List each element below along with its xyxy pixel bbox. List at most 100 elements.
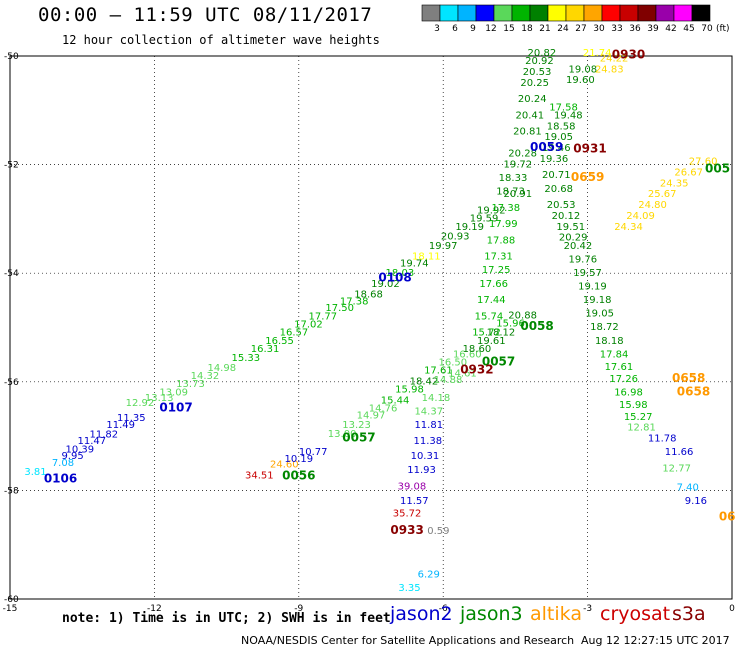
pass-label: 005 bbox=[705, 162, 730, 176]
swh-point: 11.49 bbox=[106, 420, 135, 431]
pass-label: 0658 bbox=[672, 371, 705, 385]
legend-tick-label: 39 bbox=[647, 24, 659, 34]
swh-point: 19.59 bbox=[470, 214, 499, 225]
legend-tick-label: 33 bbox=[611, 24, 622, 34]
swh-point: 20.41 bbox=[516, 110, 545, 121]
pass-label: 0930 bbox=[612, 48, 645, 62]
swh-point: 18.72 bbox=[590, 322, 619, 333]
axis-ticks: -15 -12 -9 -6 -3 0 -50 -52 -54 -56 -58 -60 bbox=[3, 52, 735, 614]
swh-point: 19.46 bbox=[542, 143, 571, 154]
swh-point: 15.98 bbox=[619, 400, 648, 411]
swh-point: 19.72 bbox=[503, 159, 532, 170]
chart-title: 00:00 – 11:59 UTC 08/11/2017 bbox=[38, 4, 373, 26]
swh-point: 39.08 bbox=[398, 481, 427, 492]
legend-tick-label: 21 bbox=[539, 24, 550, 34]
swh-point: 16.31 bbox=[251, 344, 280, 355]
legend-tick-label: 18 bbox=[521, 24, 533, 34]
swh-point: 17.66 bbox=[479, 279, 508, 290]
note-text: note: 1) Time is in UTC; 2) SWH is in fe… bbox=[62, 611, 391, 626]
swh-point: 6.29 bbox=[418, 569, 440, 580]
pass-label: 0933 bbox=[390, 523, 423, 537]
swh-point: 10.39 bbox=[65, 444, 94, 455]
swh-point: 11.66 bbox=[665, 447, 694, 458]
swh-point: 14.97 bbox=[357, 411, 386, 422]
legend-swatch bbox=[601, 4, 621, 22]
swh-point: 14.76 bbox=[369, 404, 398, 415]
swh-point: 24.83 bbox=[595, 64, 624, 75]
legend-swatch bbox=[673, 4, 693, 22]
legend-swatch bbox=[439, 4, 459, 22]
swh-point: 10.19 bbox=[284, 454, 313, 465]
swh-point: 20.28 bbox=[508, 148, 537, 159]
swh-point: 24.09 bbox=[626, 211, 655, 222]
swh-point: 9.95 bbox=[61, 451, 83, 462]
y-tick-label: -56 bbox=[4, 378, 19, 388]
swh-point: 20.81 bbox=[513, 127, 542, 138]
swh-point: 12.77 bbox=[662, 463, 691, 474]
pass-label: 0108 bbox=[378, 270, 411, 284]
swh-point: 19.05 bbox=[544, 132, 573, 143]
swh-point: 19.74 bbox=[400, 259, 429, 270]
legend-jason2: jason2 bbox=[390, 603, 453, 625]
swh-point: 18.60 bbox=[463, 344, 492, 355]
legend-tick-label: 12 bbox=[485, 24, 496, 34]
swh-point: 18.33 bbox=[499, 173, 528, 184]
legend-swatch bbox=[421, 4, 441, 22]
pass-label: 06 bbox=[719, 509, 736, 523]
pass-label: 0057 bbox=[482, 355, 515, 369]
pass-labels: 0106 0107 0108 0056 0057 0057 0058 0059 005 0932 0… bbox=[44, 48, 736, 537]
legend-swatch bbox=[583, 4, 603, 22]
plot-frame bbox=[9, 55, 733, 600]
chart-subtitle: 12 hour collection of altimeter wave hei… bbox=[62, 33, 380, 47]
swh-point: 19.97 bbox=[429, 241, 458, 252]
swh-point: 11.47 bbox=[78, 436, 107, 447]
swh-point: 34.51 bbox=[245, 470, 274, 481]
swh-point: 13.09 bbox=[159, 387, 188, 398]
plot-border bbox=[9, 55, 733, 600]
swh-point: 15.33 bbox=[232, 353, 261, 364]
legend-tick-label: 36 bbox=[629, 24, 641, 34]
footer-credit: NOAA/NESDIS Center for Satellite Applica… bbox=[241, 634, 575, 647]
swh-point: 20.53 bbox=[547, 200, 576, 211]
swh-point: 35.72 bbox=[393, 508, 422, 519]
pass-label: 0931 bbox=[573, 142, 606, 156]
swh-point: 19.36 bbox=[540, 154, 569, 165]
swh-point: 19.60 bbox=[566, 75, 595, 86]
swh-point: 20.93 bbox=[441, 232, 470, 243]
swh-point: 17.25 bbox=[482, 265, 511, 276]
swh-point: 19.57 bbox=[573, 268, 602, 279]
swh-point: 24.35 bbox=[660, 178, 689, 189]
swh-point: 20.71 bbox=[542, 170, 571, 181]
swh-point: 7.40 bbox=[677, 482, 699, 493]
swh-point: 13.23 bbox=[342, 420, 371, 431]
x-tick-label: -3 bbox=[583, 604, 592, 614]
legend-tick-label: 30 bbox=[593, 24, 605, 34]
swh-point: 14.61 bbox=[448, 368, 477, 379]
legend-swatch bbox=[619, 4, 639, 22]
x-tick-label: -9 bbox=[294, 604, 303, 614]
swh-point: 17.02 bbox=[294, 320, 323, 331]
x-tick-label: 0 bbox=[729, 604, 735, 614]
swh-point: 21.74 bbox=[583, 48, 612, 59]
swh-point: 18.11 bbox=[412, 252, 441, 263]
swh-point: 15.44 bbox=[381, 396, 410, 407]
swh-point: 18.73 bbox=[496, 186, 525, 197]
footer-timestamp: Aug 12 12:27:15 UTC 2017 bbox=[581, 634, 730, 647]
legend-swatch bbox=[493, 4, 513, 22]
swh-point: 17.38 bbox=[491, 203, 520, 214]
legend-cryosat: cryosat bbox=[600, 603, 671, 625]
swh-point: 20.91 bbox=[503, 189, 532, 200]
swh-point: 17.61 bbox=[424, 366, 453, 377]
swh-point: 17.77 bbox=[309, 311, 338, 322]
swh-point: 19.19 bbox=[455, 222, 484, 233]
swh-point: 17.38 bbox=[340, 297, 369, 308]
swh-point: 17.84 bbox=[600, 349, 629, 360]
swh-point: 20.53 bbox=[523, 67, 552, 78]
swh-point: 11.81 bbox=[414, 420, 443, 431]
swh-point: 15.72 bbox=[472, 328, 501, 339]
pass-label: 0057 bbox=[342, 431, 375, 445]
swh-point: 18.42 bbox=[410, 377, 439, 388]
swh-point: 24.34 bbox=[614, 222, 643, 233]
swh-point: 15.98 bbox=[395, 385, 424, 396]
